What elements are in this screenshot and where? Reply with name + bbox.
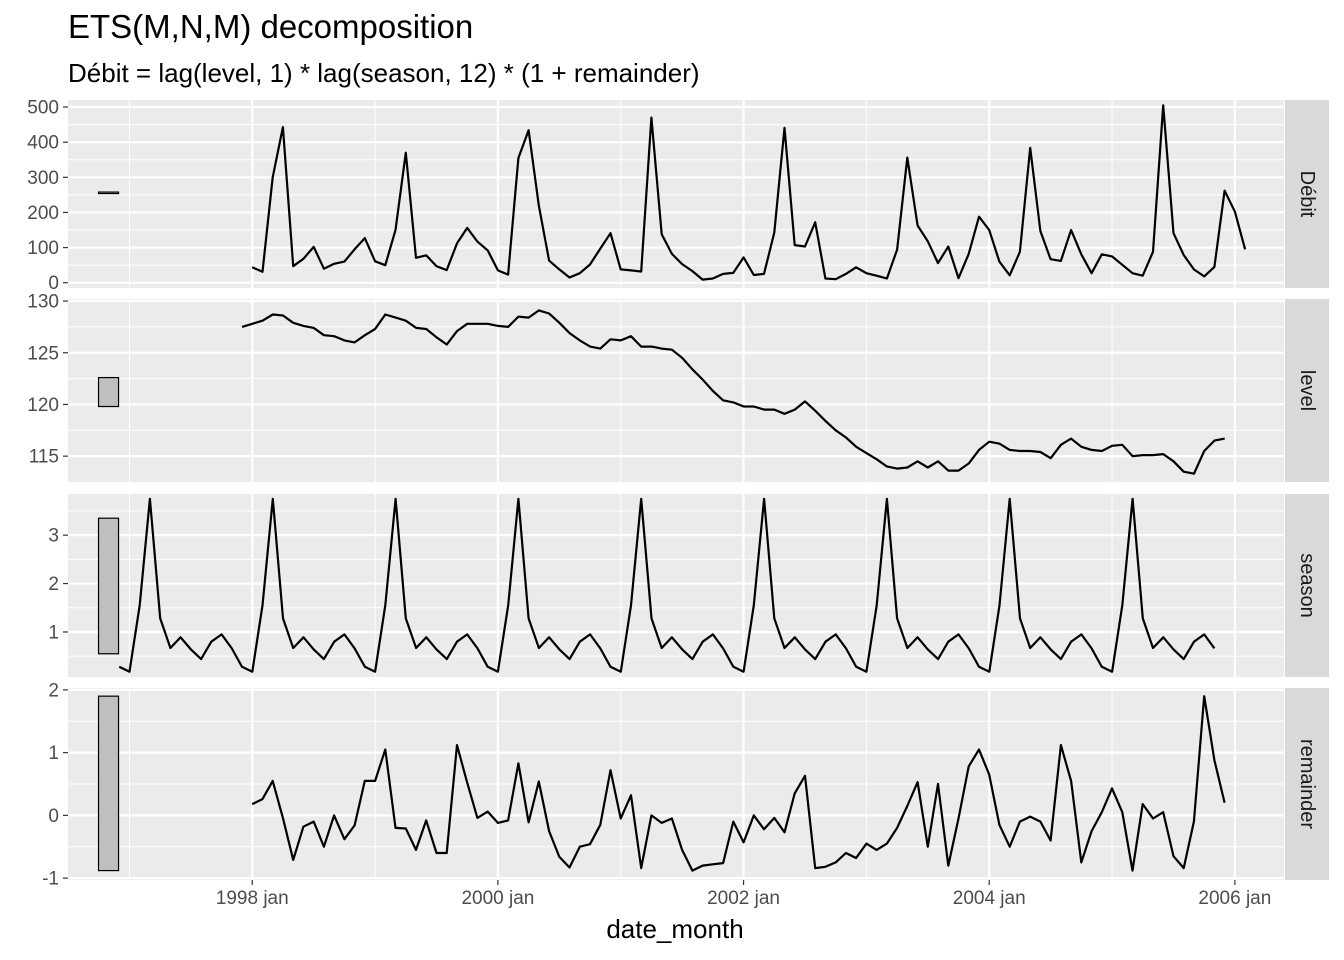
series-line-0 bbox=[251, 104, 1247, 281]
panel-dbit: 0 100 200 300 400 500 Débit bbox=[27, 98, 1329, 294]
series-line-2 bbox=[118, 497, 1216, 673]
x-tick-label: 2002 jan bbox=[707, 888, 780, 909]
y-tick-label: 100 bbox=[27, 238, 59, 259]
chart-subtitle: Débit = lag(level, 1) * lag(season, 12) … bbox=[68, 58, 700, 88]
x-axis: 1998 jan 2000 jan 2002 jan 2004 jan 2006 jan bbox=[216, 880, 1271, 909]
panel-season: 1 2 3 season bbox=[48, 494, 1329, 677]
facet-strip bbox=[1285, 494, 1329, 677]
y-tick-label: 3 bbox=[48, 526, 59, 547]
y-tick-label: 115 bbox=[29, 447, 59, 468]
scale-bar bbox=[97, 376, 120, 408]
panel-remainder: -1 0 1 2 remainder bbox=[42, 680, 1329, 890]
y-tick-label: 500 bbox=[27, 98, 59, 119]
x-tick-label: 2004 jan bbox=[953, 888, 1026, 909]
facet-strip bbox=[1285, 100, 1329, 288]
facet-strip bbox=[1285, 299, 1329, 482]
y-tick-label: 120 bbox=[27, 395, 59, 416]
y-tick-label: 200 bbox=[27, 203, 59, 224]
facet-strip-label: remainder bbox=[1296, 739, 1318, 829]
panel-background bbox=[68, 100, 1284, 288]
facet-strip bbox=[1285, 688, 1329, 880]
x-axis-title: date_month bbox=[606, 914, 743, 944]
facet-strip-label: Débit bbox=[1296, 171, 1318, 218]
series-line-3 bbox=[251, 695, 1226, 872]
facet-strip-label: level bbox=[1296, 370, 1318, 411]
scale-bar bbox=[97, 695, 120, 872]
y-tick-label: 0 bbox=[48, 273, 59, 294]
y-tick-label: 125 bbox=[27, 343, 59, 364]
y-tick-label: 1 bbox=[48, 743, 59, 764]
panel-background bbox=[68, 494, 1284, 677]
series-line-1 bbox=[241, 309, 1225, 475]
y-tick-label: 1 bbox=[48, 622, 59, 643]
x-tick-label: 1998 jan bbox=[216, 888, 289, 909]
facet-strip-label: season bbox=[1296, 553, 1318, 618]
panel-background bbox=[68, 299, 1284, 482]
y-tick-label: -1 bbox=[42, 869, 59, 890]
y-tick-label: 300 bbox=[27, 168, 59, 189]
y-tick-label: 0 bbox=[48, 806, 59, 827]
chart-title: ETS(M,N,M) decomposition bbox=[68, 8, 474, 45]
x-tick-label: 2006 jan bbox=[1198, 888, 1271, 909]
x-tick-label: 2000 jan bbox=[461, 888, 534, 909]
y-tick-label: 2 bbox=[48, 574, 59, 595]
scale-bar bbox=[97, 191, 120, 195]
y-tick-label: 2 bbox=[48, 680, 59, 701]
panel-level: 115 120 125 130 level bbox=[27, 292, 1329, 482]
y-tick-label: 130 bbox=[27, 292, 59, 313]
y-tick-label: 400 bbox=[27, 133, 59, 154]
panels-layer: 0100200300400500Débit115120125130level12… bbox=[27, 98, 1329, 890]
scale-bar bbox=[97, 517, 120, 655]
